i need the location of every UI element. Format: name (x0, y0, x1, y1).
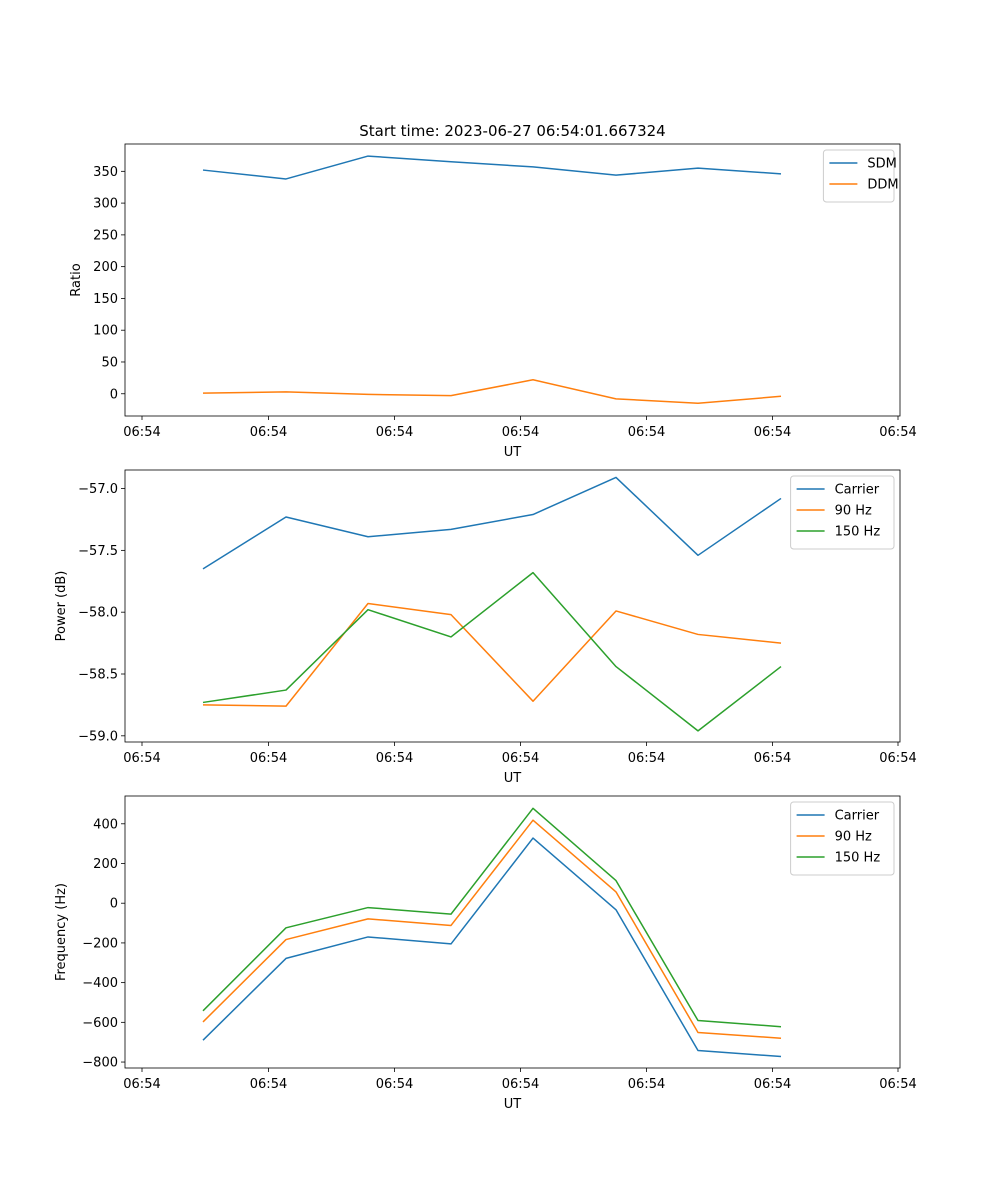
x-tick-label: 06:54 (754, 1077, 791, 1092)
figure-title: Start time: 2023-06-27 06:54:01.667324 (359, 122, 665, 140)
y-tick-label: 50 (101, 355, 118, 370)
x-axis-label: UT (504, 1097, 522, 1112)
series-line-90-hz (202, 602, 782, 707)
y-axis-label: Power (dB) (54, 571, 69, 642)
legend-label: 90 Hz (835, 830, 872, 845)
x-axis-label: UT (504, 445, 522, 460)
x-tick-label: 06:54 (502, 425, 539, 440)
plot-frame (124, 795, 901, 1069)
y-tick-label: 400 (93, 817, 118, 832)
y-tick-label: 200 (93, 260, 118, 275)
legend-label: 150 Hz (835, 525, 881, 540)
x-tick-label: 06:54 (123, 751, 160, 766)
series-line-90-hz (202, 819, 782, 1039)
y-tick-label: −58.5 (78, 668, 118, 683)
x-tick-label: 06:54 (628, 425, 665, 440)
y-axis-label: Frequency (Hz) (54, 883, 69, 981)
y-tick-label: 200 (93, 857, 118, 872)
y-tick-label: 350 (93, 165, 118, 180)
plot-frame (124, 143, 901, 417)
y-tick-label: −57.0 (78, 482, 118, 497)
series-line-150-hz (202, 571, 782, 732)
x-tick-label: 06:54 (754, 751, 791, 766)
y-tick-label: 150 (93, 292, 118, 307)
series-line-ddm (202, 379, 782, 405)
x-tick-label: 06:54 (879, 751, 916, 766)
y-tick-label: 300 (93, 197, 118, 212)
x-tick-label: 06:54 (879, 1077, 916, 1092)
x-tick-label: 06:54 (628, 1077, 665, 1092)
x-tick-label: 06:54 (502, 751, 539, 766)
x-tick-label: 06:54 (376, 751, 413, 766)
y-tick-label: −59.0 (78, 729, 118, 744)
plot-frame (124, 469, 901, 743)
y-tick-label: −58.0 (78, 606, 118, 621)
x-tick-label: 06:54 (123, 1077, 160, 1092)
legend: Carrier 90 Hz 150 Hz (790, 475, 895, 550)
x-axis-label: UT (504, 771, 522, 786)
chart-panel-3: 06:54 06:54 06:54 06:54 06:54 06:54 06:54 −800 −… (54, 795, 917, 1112)
chart-panel-2: 06:54 06:54 06:54 06:54 06:54 06:54 06:54 −59.0… (54, 469, 917, 786)
series-line-sdm (202, 155, 782, 180)
x-tick-label: 06:54 (123, 425, 160, 440)
x-tick-label: 06:54 (250, 751, 287, 766)
series-line-carrier (202, 476, 782, 570)
x-tick-label: 06:54 (502, 1077, 539, 1092)
chart-panel-1: 06:54 06:54 06:54 06:54 06:54 06:54 06:54 0 50 10… (69, 143, 917, 460)
x-tick-label: 06:54 (879, 425, 916, 440)
x-tick-label: 06:54 (376, 1077, 413, 1092)
series-line-carrier (202, 837, 782, 1058)
legend-label: 150 Hz (835, 851, 881, 866)
y-tick-label: −600 (82, 1016, 118, 1031)
y-tick-label: 0 (110, 897, 118, 912)
legend: Carrier 90 Hz 150 Hz (790, 801, 895, 876)
x-tick-label: 06:54 (250, 425, 287, 440)
x-tick-label: 06:54 (628, 751, 665, 766)
legend-label: Carrier (835, 483, 880, 498)
x-tick-label: 06:54 (754, 425, 791, 440)
y-tick-label: −200 (82, 936, 118, 951)
y-tick-label: −800 (82, 1056, 118, 1071)
legend-label: Carrier (835, 809, 880, 824)
legend-label: 90 Hz (835, 504, 872, 519)
legend: SDM DDM (822, 149, 899, 203)
y-tick-label: −400 (82, 976, 118, 991)
x-tick-label: 06:54 (250, 1077, 287, 1092)
y-tick-label: 0 (110, 387, 118, 402)
y-axis-label: Ratio (69, 263, 84, 296)
legend-label: DDM (867, 178, 898, 193)
series-line-150-hz (202, 807, 782, 1028)
y-tick-label: 250 (93, 228, 118, 243)
x-tick-label: 06:54 (376, 425, 413, 440)
y-tick-label: −57.5 (78, 544, 118, 559)
y-tick-label: 100 (93, 324, 118, 339)
legend-label: SDM (867, 157, 896, 172)
